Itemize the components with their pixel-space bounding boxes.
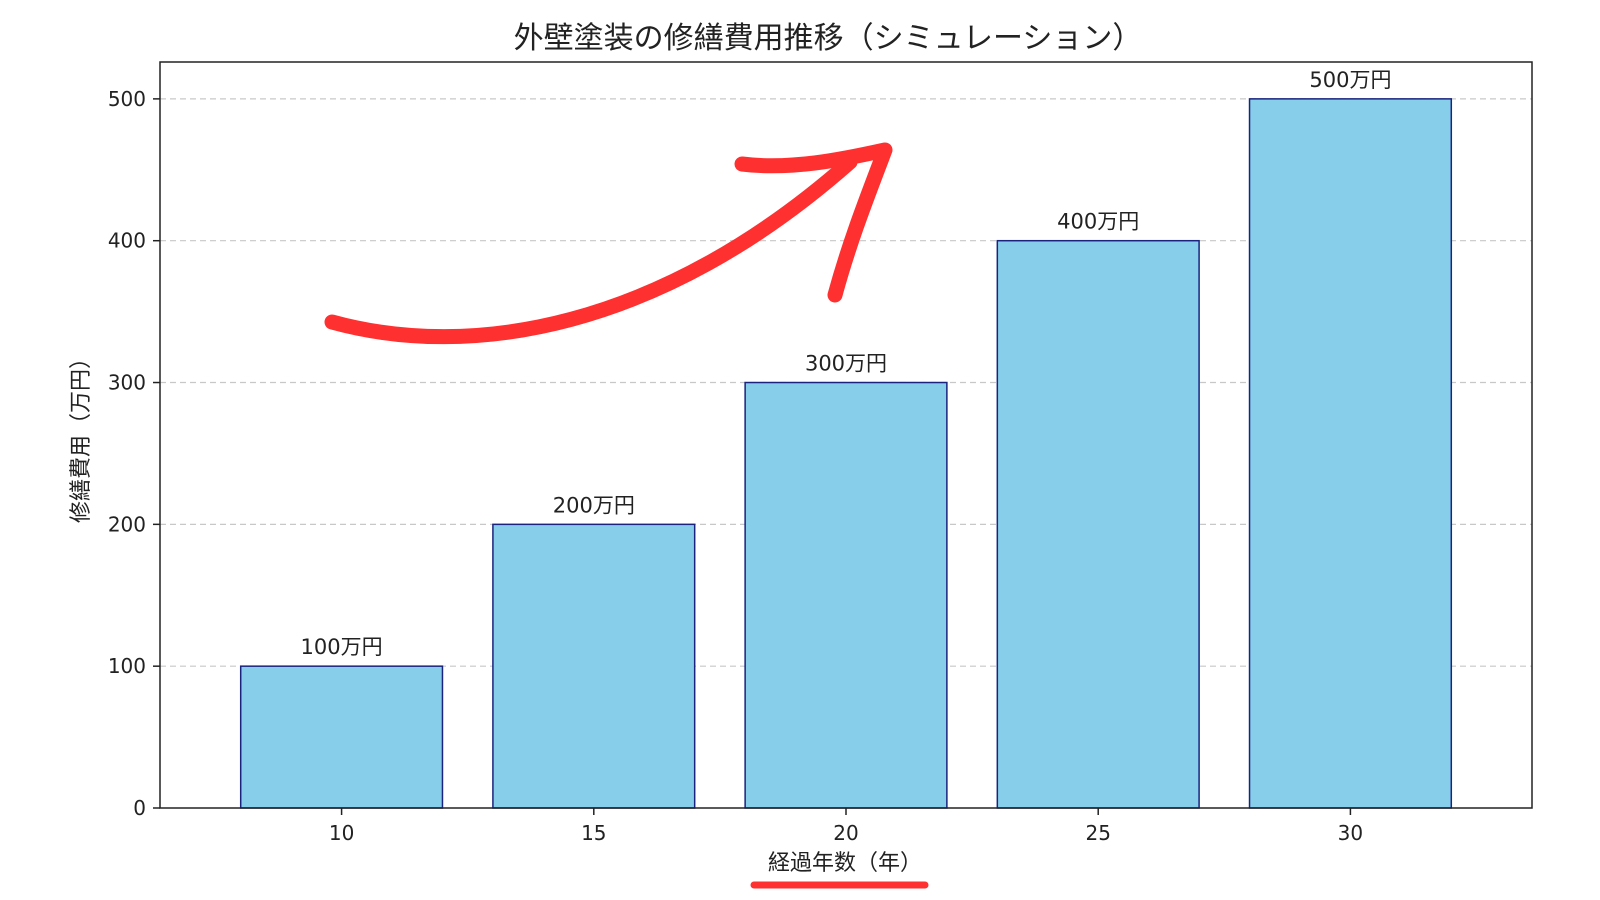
bar [239, 665, 444, 809]
x-tick-label: 10 [329, 821, 354, 845]
y-axis-ticks: 0 100 200 300 400 500 [108, 87, 160, 820]
x-tick-label: 20 [833, 821, 858, 845]
x-axis-ticks: 10 15 20 25 30 [329, 808, 1363, 845]
x-tick-label: 15 [581, 821, 606, 845]
bar-data-label: 400万円 [1057, 210, 1139, 234]
y-tick-label: 0 [133, 796, 146, 820]
bar [996, 239, 1200, 809]
red-upward-trend-arrow-icon [324, 142, 893, 345]
y-tick-label: 200 [108, 512, 146, 536]
bar [744, 381, 948, 809]
y-tick-label: 500 [108, 87, 146, 111]
bars [239, 98, 1453, 809]
y-axis-label: 修繕費用（万円） [69, 347, 94, 523]
bar-data-labels: 100万円 200万円 300万円 400万円 500万円 [301, 68, 1392, 659]
bar-data-label: 300万円 [805, 352, 887, 376]
y-tick-label: 100 [108, 654, 146, 678]
bar [492, 523, 696, 809]
x-axis-label: 経過年数（年） [768, 851, 922, 876]
y-tick-label: 300 [108, 371, 146, 395]
bar [1248, 98, 1453, 809]
bar-data-label: 200万円 [553, 493, 635, 517]
x-tick-label: 25 [1085, 821, 1110, 845]
bar-data-label: 100万円 [301, 635, 383, 659]
x-tick-label: 30 [1338, 821, 1363, 845]
y-tick-label: 400 [108, 229, 146, 253]
bar-data-label: 500万円 [1309, 68, 1391, 92]
chart-title: 外壁塗装の修繕費用推移（シミュレーション） [514, 21, 1143, 56]
